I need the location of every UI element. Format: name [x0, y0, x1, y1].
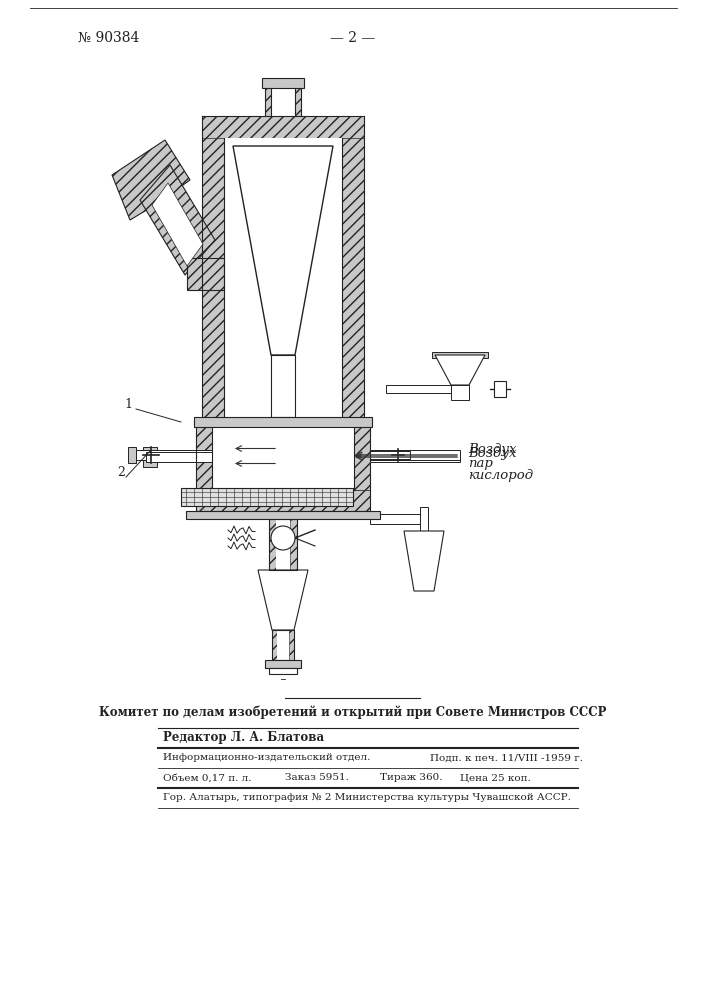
- Text: Гор. Алатырь, типография № 2 Министерства культуры Чувашской АССР.: Гор. Алатырь, типография № 2 Министерств…: [163, 794, 571, 802]
- Bar: [386, 385, 451, 393]
- Bar: [269, 668, 297, 674]
- Bar: [186, 511, 380, 519]
- Bar: [181, 488, 353, 506]
- Bar: [265, 88, 301, 116]
- Circle shape: [271, 526, 295, 550]
- Polygon shape: [404, 531, 444, 591]
- Bar: [272, 630, 277, 660]
- Bar: [146, 452, 212, 462]
- Bar: [451, 385, 469, 400]
- Text: Заказ 5951.: Заказ 5951.: [285, 774, 349, 782]
- Text: пар: пар: [468, 457, 493, 470]
- Text: 1: 1: [124, 398, 132, 412]
- Text: кислород: кислород: [468, 469, 533, 482]
- Text: 2: 2: [117, 466, 125, 479]
- Polygon shape: [435, 355, 485, 385]
- Bar: [269, 519, 276, 570]
- Bar: [202, 116, 364, 138]
- Bar: [289, 630, 294, 660]
- Text: Подп. к печ. 11/VIII -1959 г.: Подп. к печ. 11/VIII -1959 г.: [430, 754, 583, 762]
- Text: Воздух: Воздух: [468, 448, 517, 460]
- Bar: [271, 88, 295, 116]
- Bar: [128, 447, 136, 463]
- Bar: [342, 116, 364, 417]
- Bar: [271, 355, 295, 417]
- Bar: [432, 352, 488, 358]
- Bar: [224, 138, 342, 417]
- Bar: [354, 427, 370, 490]
- Polygon shape: [233, 146, 333, 355]
- Bar: [143, 447, 157, 467]
- Text: Информационно-издательский отдел.: Информационно-издательский отдел.: [163, 754, 370, 762]
- Text: Комитет по делам изобретений и открытий при Совете Министров СССР: Комитет по делам изобретений и открытий …: [99, 705, 607, 719]
- Bar: [370, 450, 460, 460]
- Bar: [420, 507, 428, 531]
- Bar: [196, 427, 212, 490]
- Polygon shape: [258, 570, 308, 630]
- Bar: [265, 660, 301, 668]
- Text: Воздух: Воздух: [468, 443, 517, 456]
- Bar: [196, 490, 370, 511]
- Polygon shape: [112, 140, 190, 220]
- Text: № 90384: № 90384: [78, 31, 139, 45]
- Bar: [212, 427, 354, 490]
- Bar: [494, 381, 506, 397]
- Text: Тираж 360.: Тираж 360.: [380, 774, 443, 782]
- Bar: [269, 519, 297, 570]
- Text: Объем 0,17 п. л.: Объем 0,17 п. л.: [163, 774, 252, 782]
- Polygon shape: [187, 258, 224, 290]
- Bar: [262, 78, 304, 88]
- Bar: [290, 519, 297, 570]
- Polygon shape: [152, 183, 203, 266]
- Bar: [272, 630, 294, 660]
- Text: — 2 —: — 2 —: [330, 31, 375, 45]
- Bar: [136, 450, 212, 460]
- Bar: [370, 452, 460, 462]
- Polygon shape: [140, 165, 215, 275]
- Text: Цена 25 коп.: Цена 25 коп.: [460, 774, 531, 782]
- Bar: [202, 116, 224, 417]
- Text: Редактор Л. А. Блатова: Редактор Л. А. Блатова: [163, 732, 324, 744]
- Bar: [277, 630, 289, 660]
- Bar: [194, 417, 372, 427]
- Bar: [370, 514, 420, 524]
- Bar: [370, 451, 410, 459]
- Bar: [276, 519, 290, 570]
